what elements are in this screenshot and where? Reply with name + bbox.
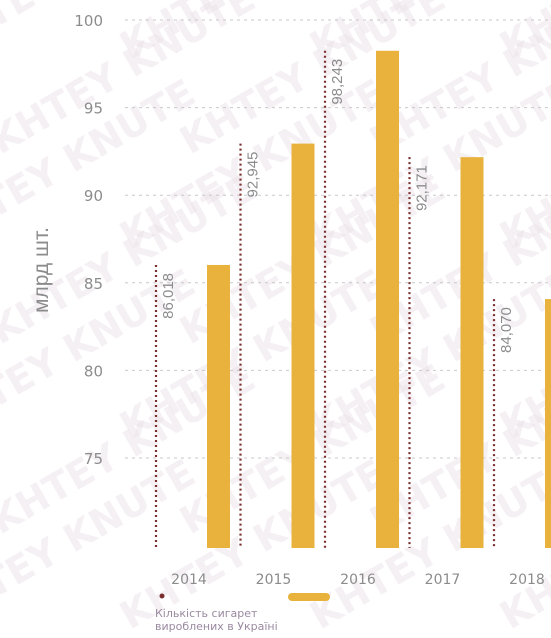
category-label-2017: 2017 <box>425 572 461 588</box>
legend-label-line1: Кількість сигарет <box>155 607 258 620</box>
value-label-2015: 92,945 <box>245 152 262 198</box>
legend-label-line2: вироблених в Україні <box>155 620 278 633</box>
value-label-2017: 92,171 <box>414 165 431 211</box>
legend-line-marker <box>159 593 165 599</box>
grid <box>125 19 551 459</box>
legend-bar-swatch <box>288 593 330 601</box>
bars <box>154 50 551 549</box>
bar-2014 <box>207 264 230 548</box>
category-label-2015: 2015 <box>256 572 292 588</box>
y-tick-label: 90 <box>84 187 103 205</box>
bar-2017 <box>460 157 484 549</box>
category-label-2014: 2014 <box>171 572 207 588</box>
y-tick-label: 100 <box>74 12 103 30</box>
y-tick-label: 95 <box>84 100 103 118</box>
category-label-2018: 2018 <box>509 572 545 588</box>
x-axis-categories: 2014 2015 2016 2017 2018 <box>171 572 545 588</box>
y-tick-label: 80 <box>84 362 103 380</box>
value-label-2014: 86,018 <box>160 273 177 319</box>
bar-2018 <box>545 299 551 548</box>
y-axis-ticks: 100 95 90 85 80 75 <box>74 12 103 468</box>
bar-2016 <box>376 50 399 548</box>
value-labels: 86,018 92,945 98,243 92,171 84,070 <box>160 59 515 353</box>
bar-2015 <box>291 143 315 548</box>
y-tick-label: 75 <box>84 450 103 468</box>
category-label-2016: 2016 <box>340 572 376 588</box>
y-tick-label: 85 <box>84 275 103 293</box>
y-axis-label: млрд шт. <box>30 227 53 313</box>
value-label-2016: 98,243 <box>329 59 346 105</box>
legend: Кількість сигарет вироблених в Україні <box>155 593 330 633</box>
value-label-2018: 84,070 <box>498 307 515 353</box>
